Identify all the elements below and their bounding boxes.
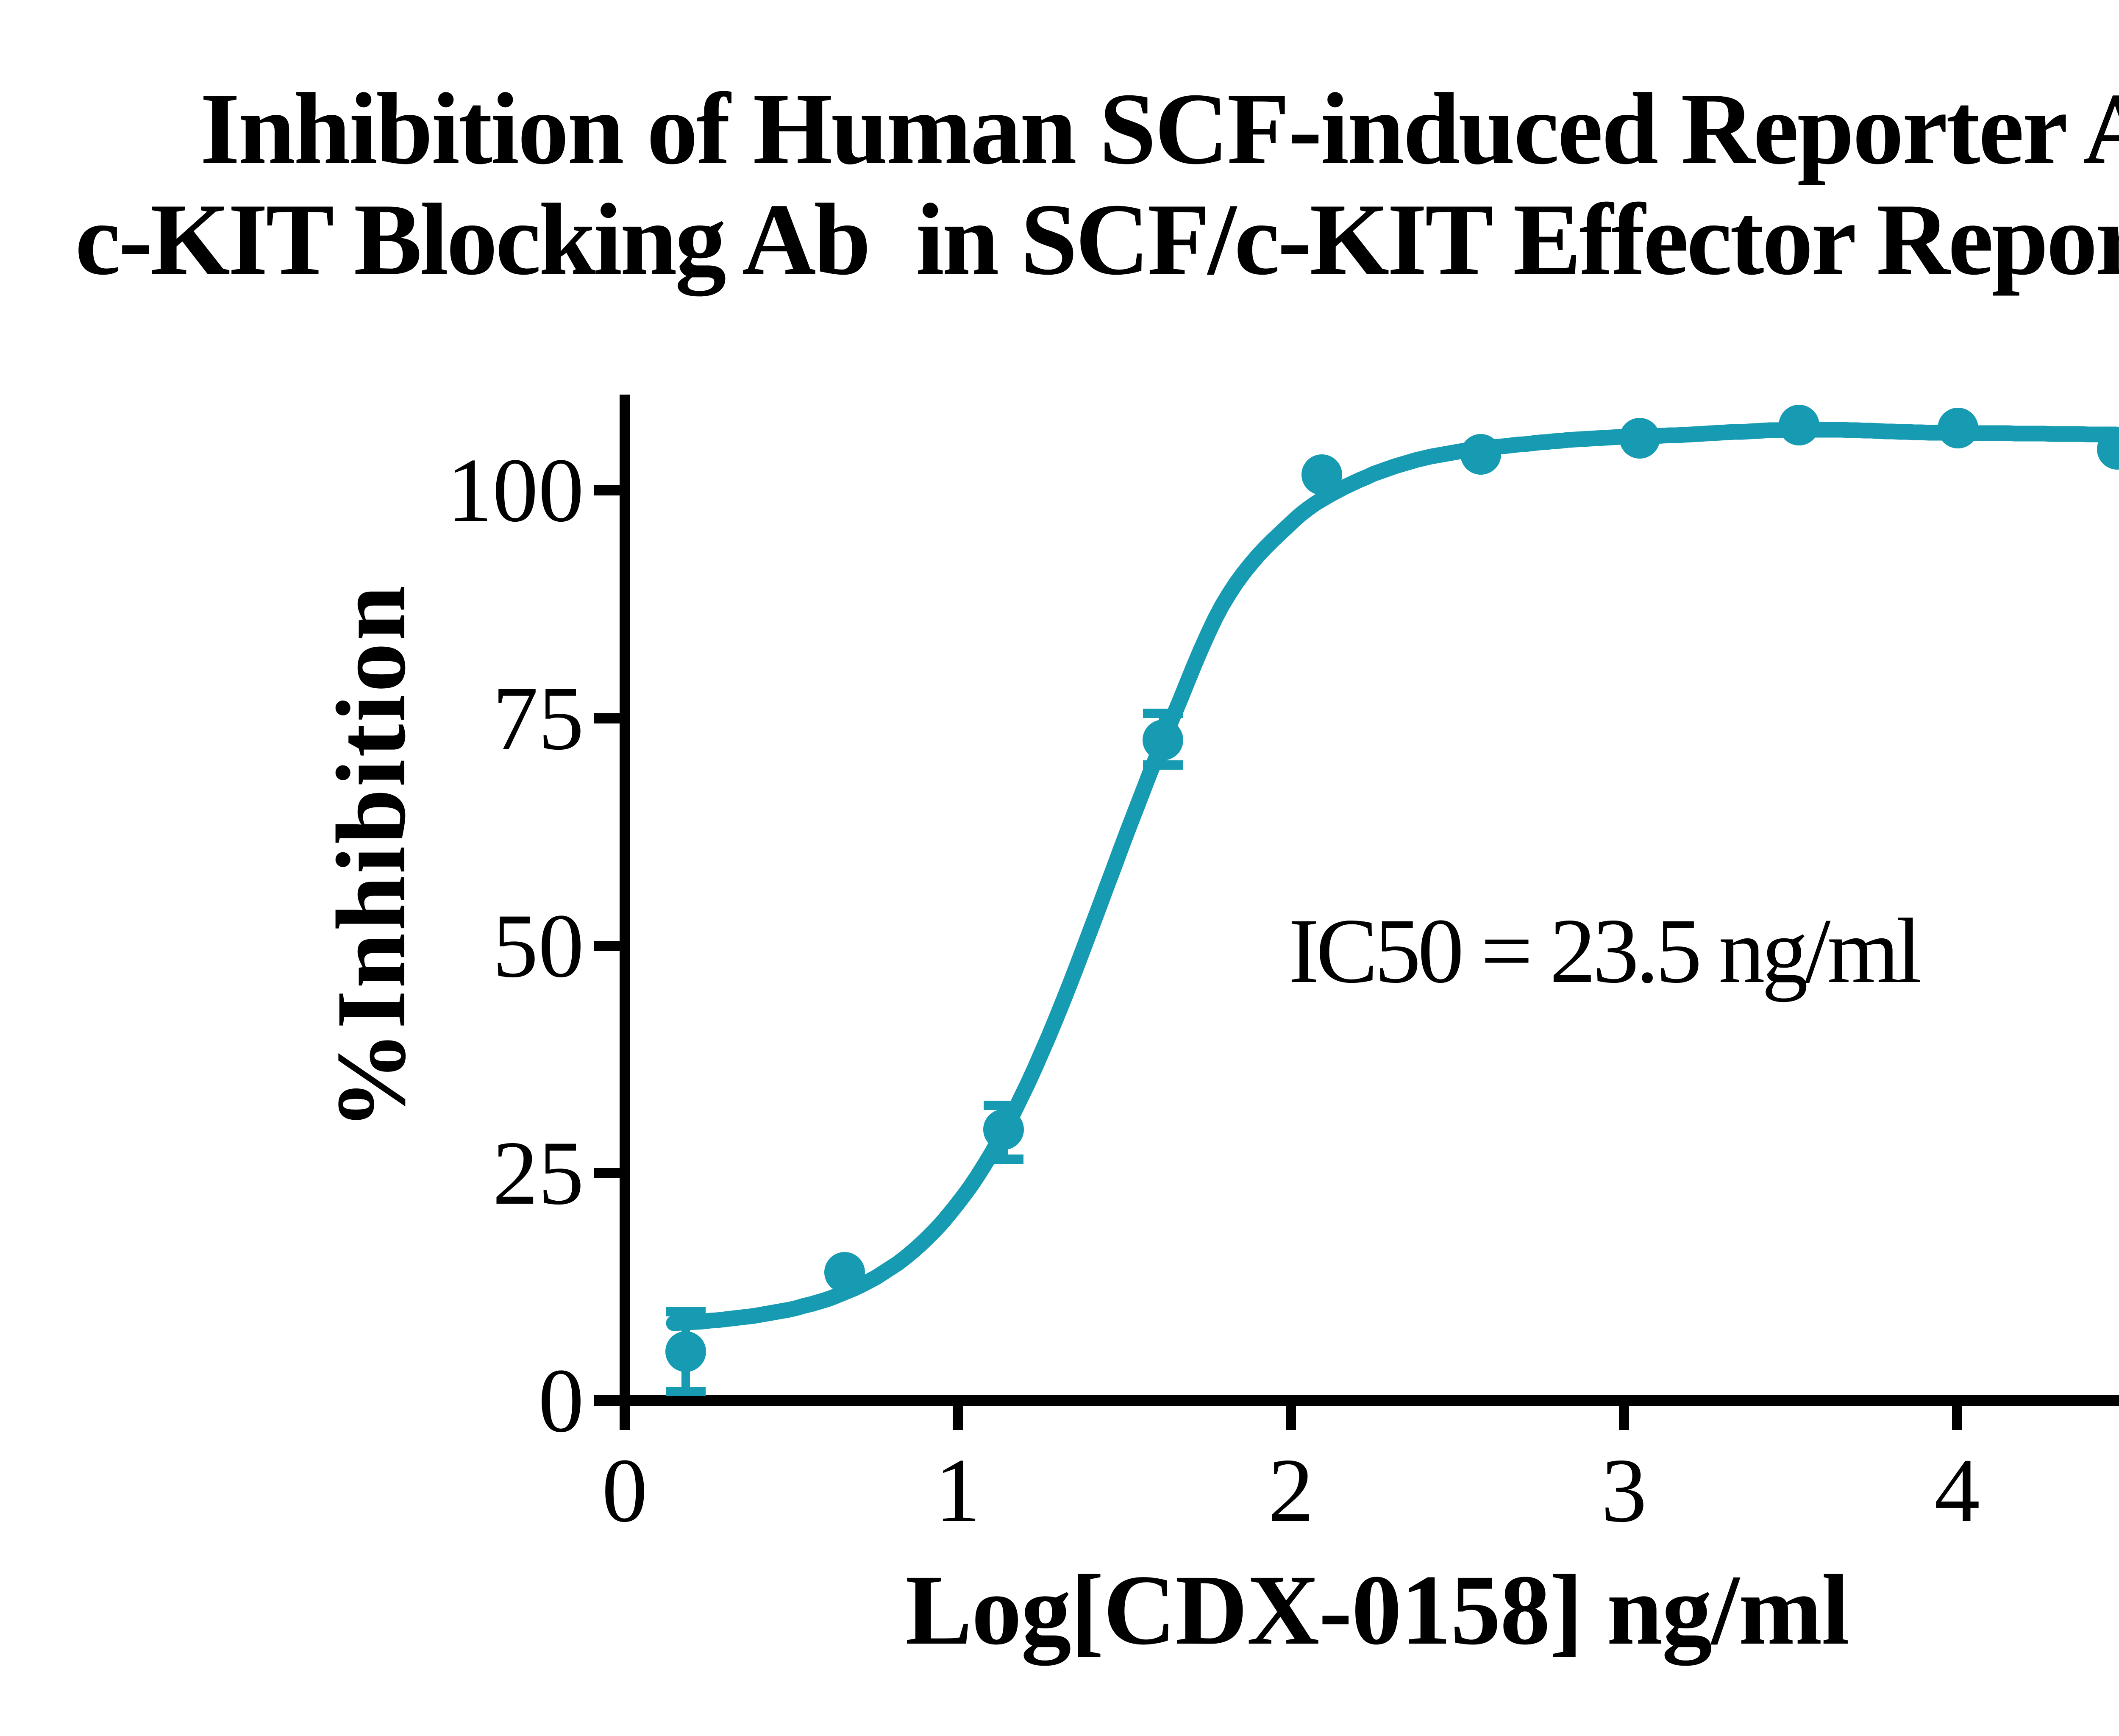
svg-text:75: 75 [492,668,584,769]
svg-text:0: 0 [602,1440,648,1541]
svg-text:100: 100 [447,440,584,541]
svg-text:4: 4 [1934,1440,1980,1541]
svg-text:IC50 = 23.5 ng/ml: IC50 = 23.5 ng/ml [1288,900,1922,1002]
svg-text:2: 2 [1268,1440,1314,1541]
svg-text:Inhibition of Human SCF-induce: Inhibition of Human SCF-induced Reporter… [200,72,2119,186]
svg-text:3: 3 [1601,1440,1647,1541]
svg-text:c-KIT Blocking Ab in SCF/c-KI: c-KIT Blocking Ab in SCF/c-KIT Effector … [75,173,2119,312]
svg-text:0: 0 [538,1350,584,1451]
svg-text:1: 1 [935,1440,981,1541]
svg-text:25: 25 [492,1122,584,1224]
svg-text:50: 50 [492,895,584,996]
svg-text:%Inhibition: %Inhibition [316,586,426,1130]
svg-text:Log[CDX-0158] ng/ml: Log[CDX-0158] ng/ml [905,1555,1849,1666]
